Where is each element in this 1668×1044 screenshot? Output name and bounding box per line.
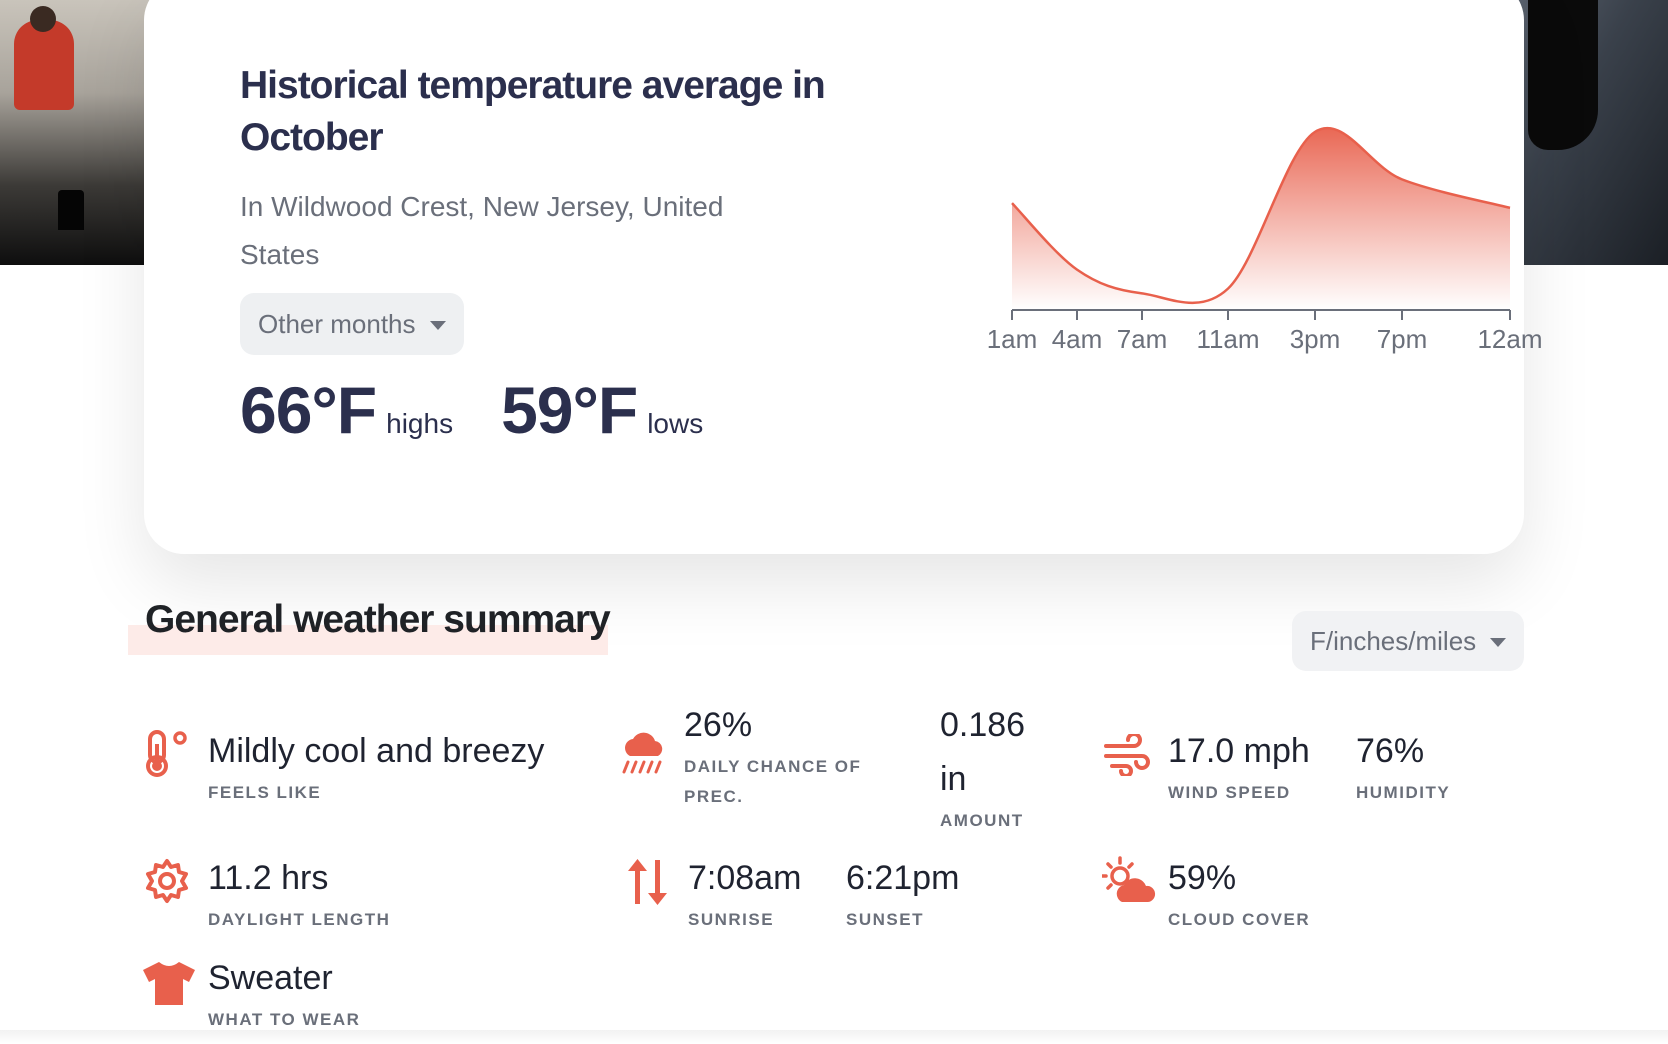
- precip-chance-label: Daily chance of prec.: [684, 757, 862, 806]
- x-tick-label-7pm: 7pm: [1377, 324, 1428, 354]
- precip-chance-value: 26%: [684, 706, 753, 744]
- sunrise-stat: 7:08am Sunrise: [688, 851, 801, 935]
- x-tick-label-4am: 4am: [1052, 324, 1103, 354]
- feels-like-value: Mildly cool and breezy: [208, 732, 545, 770]
- highs-label: highs: [386, 408, 454, 439]
- temperature-summary: 66°F highs 59°F lows: [240, 372, 751, 448]
- thermometer-icon: [144, 728, 190, 778]
- temperature-area: [1012, 128, 1510, 310]
- card-title: Historical temperature average in Octobe…: [240, 64, 826, 159]
- cloud-cover-value: 59%: [1168, 859, 1237, 897]
- hero-photo-right: [1508, 0, 1668, 265]
- bottom-divider: [0, 1030, 1668, 1044]
- hero-figure-head: [30, 6, 56, 32]
- temperature-card: Historical temperature average in Octobe…: [144, 0, 1543, 554]
- sunrise-label: Sunrise: [688, 910, 775, 929]
- x-tick-label-12am: 12am: [1477, 324, 1542, 354]
- highs-value: 66°F: [240, 373, 377, 447]
- card-location: In Wildwood Crest, New Jersey, United St…: [240, 191, 724, 270]
- precip-amount-value: 0.186 in: [940, 706, 1026, 798]
- wind-speed-stat: 17.0 mph Wind speed: [1168, 724, 1310, 808]
- humidity-value: 76%: [1356, 732, 1425, 770]
- partly-cloudy-icon: [1102, 856, 1158, 906]
- precip-chance-stat: 26% Daily chance of prec.: [684, 698, 904, 812]
- feels-like-stat: Mildly cool and breezy Feels like: [208, 724, 544, 808]
- cloud-cover-label: Cloud cover: [1168, 910, 1311, 929]
- sunrise-sunset-arrows-icon: [628, 858, 668, 906]
- what-to-wear-value: Sweater: [208, 959, 333, 997]
- hero-photo-left: [0, 0, 160, 265]
- sunset-value: 6:21pm: [846, 859, 960, 897]
- x-tick-label-7am: 7am: [1117, 324, 1168, 354]
- temperature-line: [1011, 126, 1511, 304]
- hero-shadow: [1528, 0, 1598, 150]
- x-tick-label-1am: 1am: [987, 324, 1038, 354]
- wind-icon: [1104, 734, 1152, 776]
- humidity-label: Humidity: [1356, 783, 1451, 802]
- what-to-wear-label: What to wear: [208, 1010, 361, 1029]
- tshirt-icon: [142, 960, 196, 1006]
- feels-like-label: Feels like: [208, 783, 322, 802]
- sunset-stat: 6:21pm Sunset: [846, 851, 959, 935]
- x-tick-label-3pm: 3pm: [1290, 324, 1341, 354]
- summary-title: General weather summary: [145, 598, 611, 641]
- other-months-label: Other months: [258, 308, 416, 339]
- lows-label: lows: [647, 408, 704, 439]
- sunset-label: Sunset: [846, 910, 924, 929]
- sunrise-value: 7:08am: [688, 859, 802, 897]
- temperature-chart: 1am 4am 7am 11am 3pm 7pm 12am: [987, 126, 1543, 354]
- units-select-label: F/inches/miles: [1310, 625, 1477, 656]
- hero-lamp: [58, 190, 84, 230]
- humidity-stat: 76% Humidity: [1356, 724, 1450, 808]
- daylight-stat: 11.2 hrs Daylight length: [208, 851, 390, 935]
- daylight-value: 11.2 hrs: [208, 859, 329, 897]
- caret-down-icon: [429, 321, 446, 330]
- precip-amount-stat: 0.186 in Amount: [940, 698, 1050, 836]
- hero-figure: [14, 20, 74, 110]
- summary-title-highlight: [128, 625, 608, 655]
- rain-cloud-icon: [620, 728, 668, 778]
- units-select[interactable]: F/inches/miles: [1292, 611, 1524, 671]
- sun-gear-icon: [144, 858, 190, 904]
- what-to-wear-stat: Sweater What to wear: [208, 951, 360, 1035]
- wind-speed-value: 17.0 mph: [1168, 732, 1310, 770]
- precip-amount-label: Amount: [940, 811, 1024, 830]
- x-tick-label-11am: 11am: [1196, 324, 1259, 354]
- daylight-label: Daylight length: [208, 910, 391, 929]
- caret-down-icon: [1490, 638, 1507, 647]
- wind-speed-label: Wind speed: [1168, 783, 1291, 802]
- other-months-button[interactable]: Other months: [240, 293, 464, 355]
- cloud-cover-stat: 59% Cloud cover: [1168, 851, 1310, 935]
- lows-value: 59°F: [501, 373, 638, 447]
